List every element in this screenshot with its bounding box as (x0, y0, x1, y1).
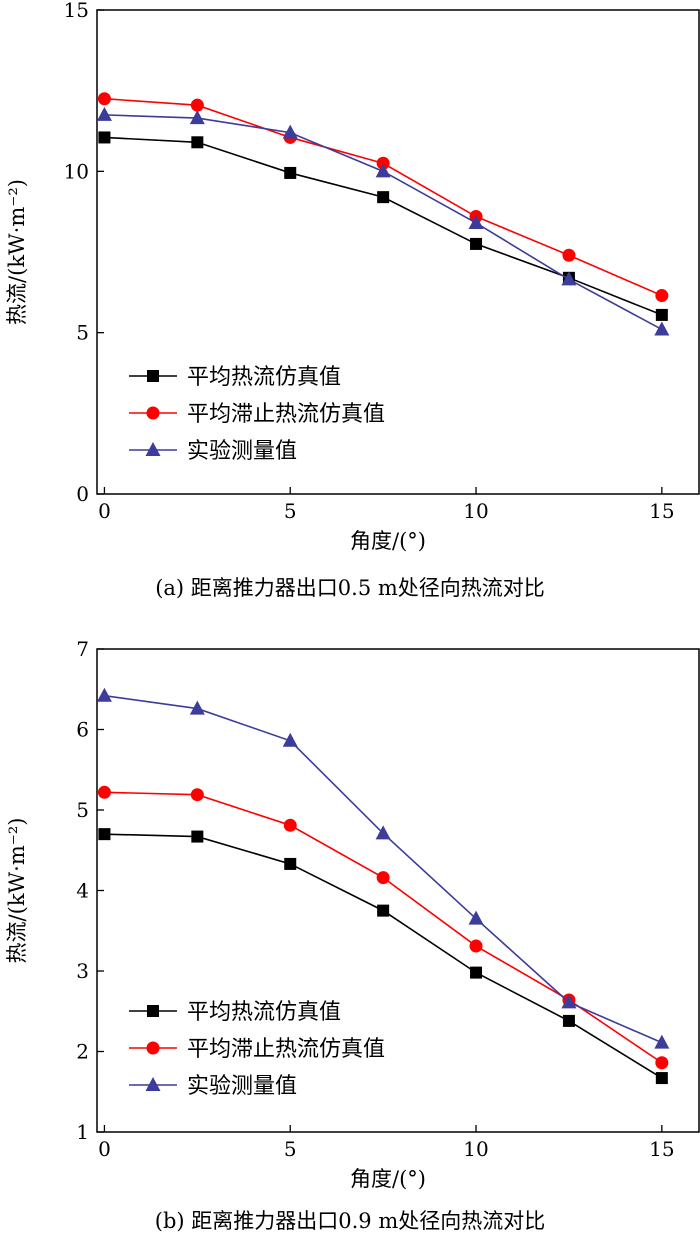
data-point-triangle (282, 732, 298, 747)
legend-marker-square (147, 370, 159, 382)
legend-marker-circle (146, 1041, 160, 1055)
data-point-triangle (468, 910, 484, 925)
chart-a-caption: (a) 距离推力器出口0.5 m处径向热流对比 (155, 576, 545, 600)
legend-label: 平均热流仿真值 (187, 1000, 341, 1025)
x-axis-label: 角度/(°) (350, 529, 426, 553)
y-tick-label: 15 (64, 0, 89, 22)
x-tick-label: 15 (649, 1137, 674, 1161)
x-tick-label: 0 (98, 1137, 111, 1161)
series-line-triangle (104, 114, 663, 331)
legend-label: 平均滞止热流仿真值 (187, 402, 385, 427)
data-point-circle (97, 92, 111, 106)
data-point-square (655, 1072, 668, 1085)
data-point-circle (655, 1056, 669, 1070)
x-axis-label: 角度/(°) (350, 1167, 426, 1191)
data-point-circle (283, 818, 297, 832)
data-point-triangle (468, 214, 484, 229)
y-tick-label: 6 (76, 718, 89, 742)
chart-b-caption: (b) 距离推力器出口0.9 m处径向热流对比 (154, 1209, 546, 1233)
chart-panel-b: 0 5 10 15 1 2 3 4 5 6 7 角度/(°) 热流/(kW·m⁻²) 平均热流仿真值平均滞… (0, 635, 700, 1243)
y-tick-label: 1 (76, 1120, 89, 1144)
data-point-square (98, 828, 111, 841)
data-point-square (377, 904, 390, 917)
legend-label: 平均滞止热流仿真值 (187, 1037, 385, 1062)
x-tick-label: 10 (463, 499, 488, 523)
data-point-square (562, 1014, 575, 1027)
data-point-circle (469, 939, 483, 953)
data-point-square (191, 136, 204, 149)
data-point-square (98, 131, 111, 144)
data-point-triangle (189, 700, 205, 715)
data-point-triangle (96, 687, 112, 702)
chart-b-svg: 0 5 10 15 1 2 3 4 5 6 7 角度/(°) 热流/(kW·m⁻²) 平均热流仿真值平均滞… (5, 637, 700, 1191)
legend-marker-triangle (145, 442, 161, 456)
x-tick-label: 0 (98, 499, 111, 523)
data-point-circle (562, 248, 576, 262)
x-tick-label: 10 (463, 1137, 488, 1161)
legend-label: 实验测量值 (187, 1074, 297, 1099)
legend-marker-triangle (145, 1077, 161, 1091)
data-point-triangle (561, 271, 577, 286)
y-axis-label: 热流/(kW·m⁻²) (5, 818, 29, 964)
data-point-circle (655, 289, 669, 303)
data-point-triangle (189, 110, 205, 125)
y-tick-label: 2 (76, 1040, 89, 1064)
plot-frame (96, 9, 700, 495)
data-point-circle (190, 788, 204, 802)
y-tick-label: 5 (76, 321, 89, 345)
data-point-circle (376, 156, 390, 170)
data-point-square (377, 191, 390, 204)
legend-label: 实验测量值 (187, 439, 297, 464)
data-point-square (191, 830, 204, 843)
data-point-triangle (375, 163, 391, 178)
x-tick-label: 5 (284, 1137, 297, 1161)
data-point-triangle (561, 994, 577, 1009)
series-line-triangle (104, 694, 663, 1044)
legend-marker-circle (146, 406, 160, 420)
legend-label: 平均热流仿真值 (187, 365, 341, 390)
data-point-square (284, 857, 297, 870)
data-point-triangle (96, 106, 112, 121)
chart-panel-a: 0 5 10 15 0 5 10 15 角度/(°) 热流/(kW·m⁻²) 平均热流仿真值平均滞止… (0, 0, 700, 610)
data-point-square (470, 966, 483, 979)
data-point-triangle (654, 321, 670, 336)
y-tick-label: 7 (76, 637, 89, 661)
y-tick-label: 4 (76, 879, 89, 903)
data-point-square (284, 166, 297, 179)
data-point-circle (190, 98, 204, 112)
chart-a-svg: 0 5 10 15 0 5 10 15 角度/(°) 热流/(kW·m⁻²) 平均热流仿真值平均滞止… (5, 0, 700, 553)
data-point-circle (376, 871, 390, 885)
data-point-square (655, 308, 668, 321)
x-tick-label: 15 (649, 499, 674, 523)
y-tick-label: 3 (76, 959, 89, 983)
data-point-circle (97, 785, 111, 799)
data-point-triangle (282, 124, 298, 139)
data-point-triangle (375, 825, 391, 840)
y-tick-label: 0 (76, 482, 89, 506)
data-point-triangle (654, 1034, 670, 1049)
y-axis-label: 热流/(kW·m⁻²) (5, 179, 29, 325)
x-tick-label: 5 (284, 499, 297, 523)
y-tick-label: 5 (76, 798, 89, 822)
y-tick-label: 10 (64, 159, 89, 183)
data-point-square (470, 237, 483, 250)
legend-marker-square (147, 1005, 159, 1017)
